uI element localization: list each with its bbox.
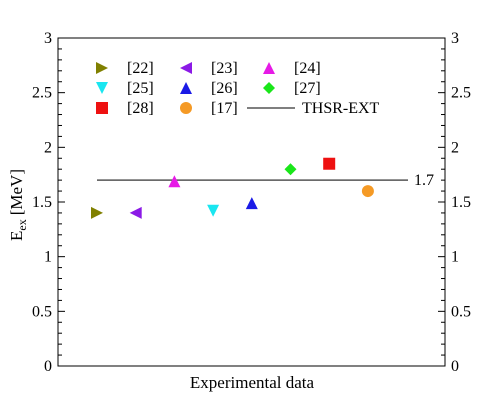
y-tick-label-left: 3 — [44, 30, 52, 47]
legend-marker — [263, 62, 275, 74]
reference-line-value-label: 1.7 — [414, 172, 434, 189]
data-point — [361, 185, 374, 198]
y-tick-label-right: 2 — [451, 139, 459, 156]
y-tick-label-left: 2.5 — [32, 85, 52, 102]
legend-marker — [180, 102, 192, 114]
y-tick-label-right: 1.5 — [451, 194, 471, 211]
y-tick-label-right: 0.5 — [451, 303, 471, 320]
y-axis-label-sub: ex — [15, 219, 29, 230]
data-point — [129, 206, 142, 219]
y-axis-label-main: E — [7, 231, 26, 241]
legend-marker — [96, 82, 108, 94]
x-axis-label: Experimental data — [190, 373, 315, 392]
svg-text:Eex[MeV]: Eex [MeV] — [7, 169, 29, 241]
legend-label: [25] — [127, 80, 154, 97]
reference-line-group: 1.7 — [97, 172, 434, 189]
y-tick-label-left: 0.5 — [32, 303, 52, 320]
y-axis-label-unit: [MeV] — [7, 169, 26, 215]
data-point — [323, 157, 336, 170]
legend-label: [24] — [294, 60, 321, 77]
legend-marker — [96, 102, 108, 114]
y-tick-label-left: 2 — [44, 139, 52, 156]
y-tick-label-right: 3 — [451, 30, 459, 47]
data-point — [168, 175, 181, 188]
data-points — [91, 157, 374, 219]
y-tick-label-left: 0 — [44, 358, 52, 375]
y-tick-label-left: 1 — [44, 249, 52, 266]
data-point — [207, 204, 220, 217]
legend-label: [23] — [211, 60, 238, 77]
legend-label: [28] — [127, 100, 154, 117]
legend-label: [27] — [294, 80, 321, 97]
legend-label: [17] — [211, 100, 238, 117]
legend-label: [26] — [211, 80, 238, 97]
data-point — [91, 206, 103, 219]
legend-marker — [96, 62, 108, 74]
legend: [22] [23] [24] [25] [26] [27] [28] [17] THSR-EXT — [96, 60, 380, 117]
legend-marker — [180, 62, 192, 74]
legend-label: [22] — [127, 60, 154, 77]
legend-marker — [263, 82, 275, 94]
y-tick-label-right: 0 — [451, 358, 459, 375]
legend-label: THSR-EXT — [302, 100, 380, 117]
y-tick-label-right: 1 — [451, 249, 459, 266]
y-tick-label-left: 1.5 — [32, 194, 52, 211]
plot-axes: 0 0 0.5 0.5 1 1 1.5 1.5 2 2 2.5 2.5 3 3 — [32, 30, 471, 375]
data-point — [284, 163, 297, 176]
legend-marker — [180, 82, 192, 94]
y-tick-label-right: 2.5 — [451, 85, 471, 102]
data-point — [245, 197, 258, 210]
y-axis-label: Eex [MeV] — [7, 169, 29, 241]
